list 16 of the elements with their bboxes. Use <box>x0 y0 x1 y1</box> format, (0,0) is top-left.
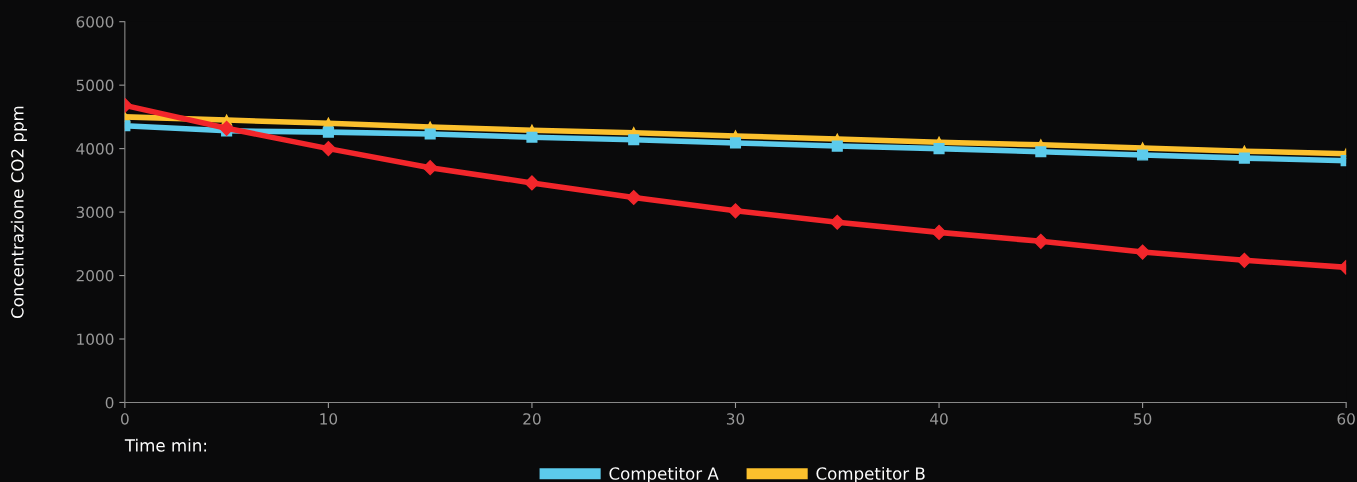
x-axis-title: Time min: <box>124 438 207 452</box>
y-tick-label: 3000 <box>76 206 114 219</box>
x-tick-label: 40 <box>930 413 948 425</box>
x-tick-label: 60 <box>1337 413 1355 425</box>
y-tick-label: 4000 <box>76 143 114 155</box>
y-axis-title: Concentrazione CO2 ppm <box>10 106 27 319</box>
x-tick-label: 0 <box>120 413 129 425</box>
y-tick-label: 1000 <box>77 333 114 346</box>
x-tick-label: 50 <box>1134 413 1152 425</box>
y-tick-label: 0 <box>105 396 114 409</box>
y-tick-label: 6000 <box>76 16 114 28</box>
x-tick-label: 10 <box>320 413 338 425</box>
x-tick-label: 30 <box>726 413 745 425</box>
x-tick-label: 20 <box>523 413 541 425</box>
y-tick-label: 5000 <box>76 79 114 92</box>
y-tick-label: 2000 <box>76 270 114 282</box>
